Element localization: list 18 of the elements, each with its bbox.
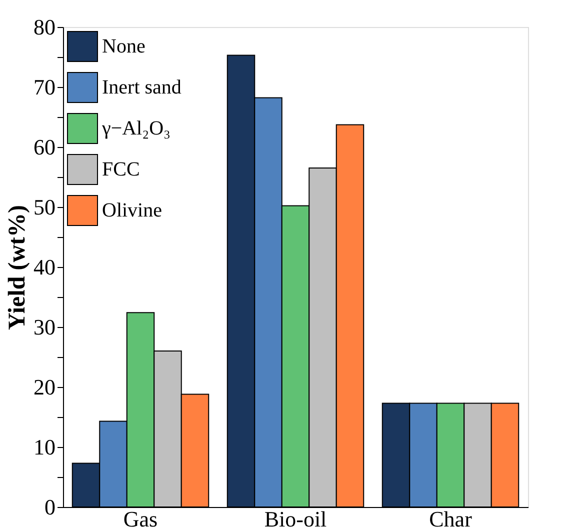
y-tick-label: 30 xyxy=(34,314,56,340)
y-tick-label: 40 xyxy=(34,254,56,280)
y-tick-label: 60 xyxy=(34,134,56,160)
legend-label: Olivine xyxy=(102,200,162,222)
x-tick-label: Char xyxy=(429,506,473,532)
y-tick-label: 0 xyxy=(44,494,56,520)
y-tick-label: 70 xyxy=(34,74,56,100)
legend-label: None xyxy=(102,36,146,58)
y-tick-label: 10 xyxy=(34,434,56,460)
legend-label: Inert sand xyxy=(102,76,182,98)
y-tick-label: 80 xyxy=(34,14,56,40)
y-axis-title: Yield (wt%) xyxy=(4,204,30,330)
x-tick-label: Gas xyxy=(123,506,158,532)
legend-label: FCC xyxy=(102,158,140,180)
y-tick-label: 50 xyxy=(34,194,56,220)
x-tick-label: Bio-oil xyxy=(264,506,327,532)
y-tick-label: 20 xyxy=(34,374,56,400)
legend-label: γ−Al₂O₃ xyxy=(101,118,171,140)
